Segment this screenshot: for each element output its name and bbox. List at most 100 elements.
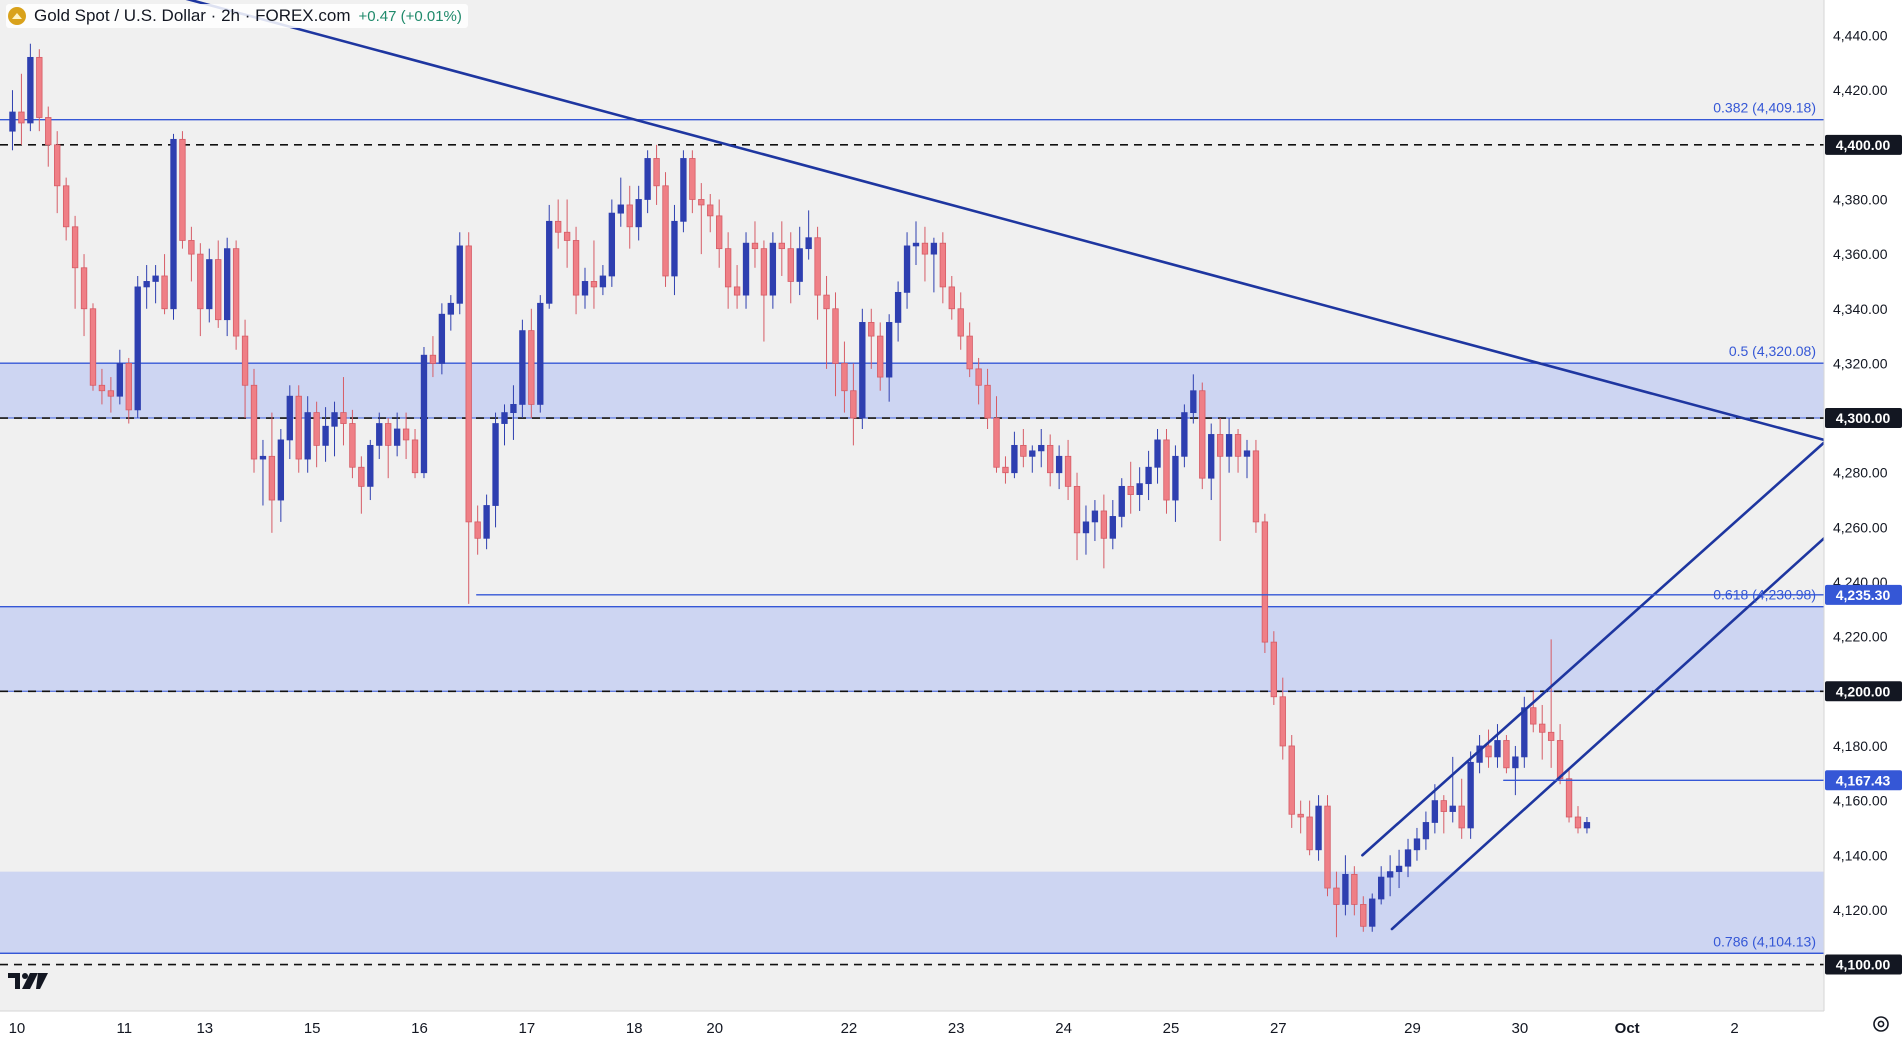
candle[interactable] (1190, 374, 1197, 424)
candle[interactable] (80, 254, 88, 337)
candle[interactable] (1333, 871, 1340, 938)
candle[interactable] (778, 221, 785, 276)
candle[interactable] (1413, 827, 1421, 861)
candle[interactable] (733, 265, 741, 309)
symbol-title[interactable]: Gold Spot / U.S. Dollar · 2h · FOREX.com (34, 6, 351, 25)
candle[interactable] (340, 377, 347, 446)
candle[interactable] (9, 90, 16, 151)
candle[interactable] (1467, 751, 1474, 839)
candle[interactable] (223, 237, 231, 337)
candle[interactable] (170, 133, 177, 320)
candle[interactable] (590, 240, 598, 309)
candle[interactable] (1547, 639, 1555, 768)
candle[interactable] (18, 73, 25, 145)
candle[interactable] (680, 150, 687, 233)
candle[interactable] (1342, 855, 1349, 916)
candle[interactable] (510, 385, 517, 440)
candle[interactable] (1199, 382, 1206, 490)
candle[interactable] (1082, 505, 1090, 555)
candle[interactable] (1234, 428, 1242, 473)
candle[interactable] (116, 349, 123, 405)
candle[interactable] (626, 185, 633, 249)
candle[interactable] (1494, 724, 1501, 768)
candle[interactable] (429, 336, 437, 378)
candle[interactable] (322, 407, 329, 462)
candle[interactable] (617, 177, 624, 227)
candle[interactable] (841, 341, 848, 413)
candle[interactable] (868, 308, 875, 369)
candle[interactable] (36, 49, 43, 132)
candle[interactable] (546, 204, 553, 309)
candle[interactable] (152, 265, 159, 304)
candle[interactable] (1324, 795, 1331, 897)
candle[interactable] (1172, 445, 1179, 522)
candle[interactable] (581, 267, 589, 309)
candle[interactable] (107, 377, 115, 413)
candle[interactable] (349, 409, 356, 479)
candle[interactable] (1431, 784, 1439, 834)
candle[interactable] (554, 199, 562, 249)
candle[interactable] (134, 275, 141, 419)
candle[interactable] (1288, 735, 1295, 828)
candle[interactable] (635, 185, 642, 241)
candle[interactable] (1011, 431, 1018, 479)
candle[interactable] (1181, 404, 1188, 468)
candle[interactable] (277, 428, 285, 522)
candle[interactable] (385, 418, 392, 479)
candle[interactable] (787, 232, 794, 304)
candle[interactable] (1351, 866, 1358, 916)
candle[interactable] (501, 404, 508, 446)
candle[interactable] (456, 232, 463, 315)
candle[interactable] (1404, 838, 1412, 878)
candle[interactable] (1574, 806, 1582, 834)
candle[interactable] (519, 319, 526, 419)
candle[interactable] (1118, 478, 1125, 528)
candle[interactable] (331, 401, 338, 457)
candle[interactable] (859, 308, 866, 429)
candle[interactable] (1395, 849, 1403, 889)
candle[interactable] (608, 199, 616, 287)
candle[interactable] (760, 240, 768, 342)
candle[interactable] (438, 303, 446, 375)
candle[interactable] (1216, 418, 1224, 542)
gear-icon[interactable] (1870, 1013, 1892, 1035)
candle[interactable] (716, 199, 723, 268)
candle[interactable] (1512, 745, 1519, 796)
candle[interactable] (1055, 445, 1063, 490)
candle[interactable] (1163, 428, 1170, 514)
candle[interactable] (125, 357, 132, 424)
candle[interactable] (1297, 800, 1304, 834)
candle[interactable] (528, 308, 535, 419)
candle[interactable] (742, 232, 750, 309)
channel-upper-line[interactable] (1361, 441, 1826, 857)
candle[interactable] (1261, 513, 1269, 654)
candle[interactable] (796, 226, 803, 296)
candle[interactable] (1315, 795, 1322, 861)
candle[interactable] (1029, 445, 1036, 473)
candle[interactable] (1002, 456, 1009, 484)
time-axis-background[interactable] (0, 1011, 1824, 1041)
candle[interactable] (805, 210, 812, 260)
candle[interactable] (1386, 855, 1394, 897)
time-axis[interactable]: 10 11 13 15 16 17 18 20 22 23 24 25 27 29 30 Oct 2 (9, 1020, 1739, 1037)
candle[interactable] (1530, 691, 1537, 733)
candle[interactable] (304, 396, 311, 473)
candle[interactable] (1378, 866, 1385, 905)
candle[interactable] (1449, 756, 1456, 823)
candle[interactable] (1091, 500, 1099, 542)
candle[interactable] (1145, 450, 1152, 501)
candle[interactable] (232, 240, 240, 350)
candle[interactable] (54, 131, 61, 214)
candle[interactable] (903, 232, 911, 309)
candle[interactable] (993, 396, 1000, 473)
candle[interactable] (1539, 704, 1546, 760)
candle[interactable] (376, 412, 383, 460)
price-axis-background[interactable] (1824, 0, 1902, 1041)
candle[interactable] (1225, 418, 1233, 473)
candle[interactable] (653, 144, 660, 205)
candle[interactable] (89, 303, 97, 391)
candle[interactable] (62, 177, 70, 241)
candle[interactable] (537, 295, 544, 413)
candle[interactable] (769, 232, 777, 309)
